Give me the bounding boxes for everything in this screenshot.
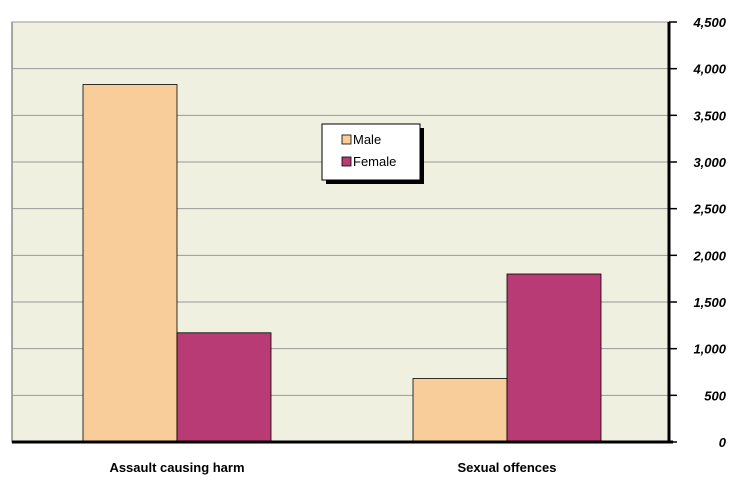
category-label: Assault causing harm bbox=[109, 460, 244, 475]
bar-male-2 bbox=[412, 378, 508, 443]
y-tick-label: 3,000 bbox=[693, 155, 726, 170]
bar-male-1 bbox=[82, 84, 178, 443]
y-tick-label: 0 bbox=[719, 435, 727, 450]
y-tick-label: 500 bbox=[704, 388, 726, 403]
legend-label-male: Male bbox=[353, 132, 381, 147]
y-tick-label: 3,500 bbox=[693, 108, 726, 123]
y-tick-label: 1,000 bbox=[693, 342, 726, 357]
bar-female-2 bbox=[506, 273, 602, 443]
bar-female-1 bbox=[176, 332, 272, 443]
y-tick-label: 4,000 bbox=[692, 62, 726, 77]
category-labels: Assault causing harm Sexual offences bbox=[109, 460, 556, 475]
y-tick-labels: 0 500 1,000 1,500 2,000 2,500 3,000 3,500 4,000 4… bbox=[692, 15, 726, 450]
axes bbox=[12, 21, 677, 444]
legend-swatch-female bbox=[341, 156, 352, 167]
category-label: Sexual offences bbox=[458, 460, 557, 475]
y-tick-label: 1,500 bbox=[693, 295, 726, 310]
bars bbox=[82, 84, 602, 443]
y-tick-label: 2,000 bbox=[692, 248, 726, 263]
legend: Male Female bbox=[321, 123, 424, 184]
legend-box bbox=[321, 123, 421, 181]
y-tick-label: 4,500 bbox=[692, 15, 726, 30]
y-tick-label: 2,500 bbox=[692, 202, 726, 217]
legend-label-female: Female bbox=[353, 154, 396, 169]
legend-swatch-male bbox=[341, 134, 352, 145]
